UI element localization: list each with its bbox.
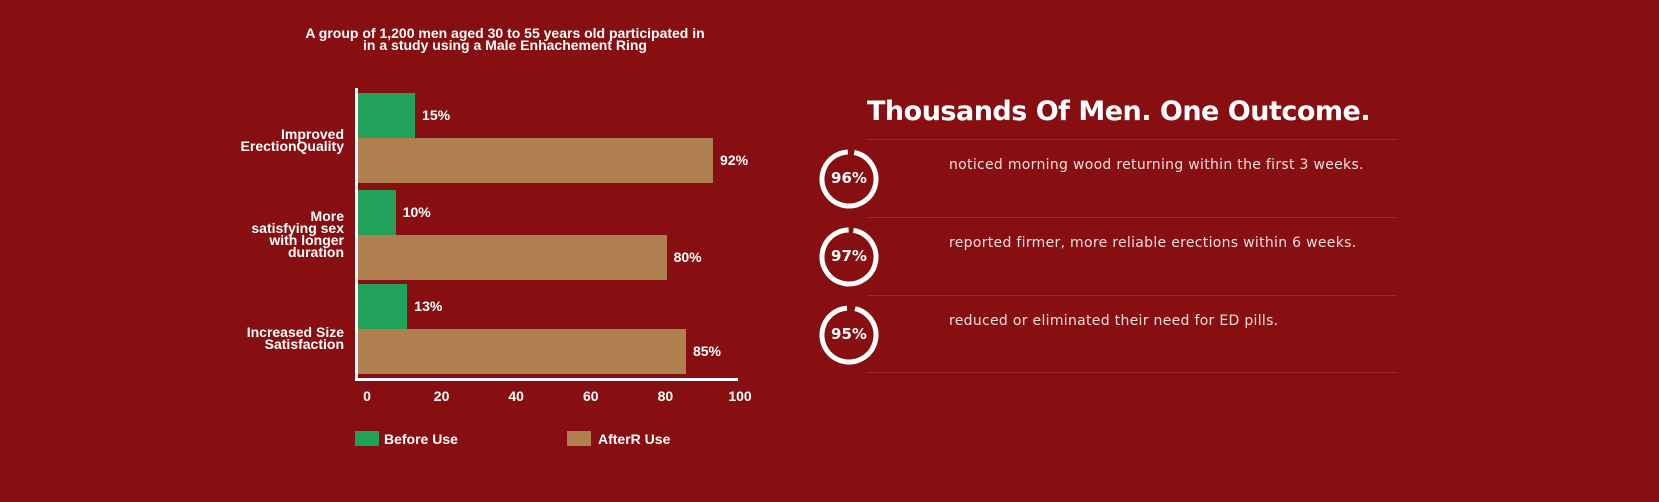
chart-title: A group of 1,200 men aged 30 to 55 years…	[290, 25, 720, 53]
divider	[867, 139, 1397, 140]
progress-ring: 96%	[817, 147, 881, 211]
bar-after-use	[357, 138, 714, 183]
bar-before-use	[357, 284, 408, 329]
divider	[867, 217, 1397, 218]
data-label: 13%	[414, 298, 443, 314]
bar-before-use	[357, 190, 396, 235]
stat-text: reduced or eliminated their need for ED …	[949, 313, 1279, 329]
category-label: Increased Size Satisfaction	[124, 324, 344, 352]
progress-ring: 95%	[817, 303, 881, 367]
divider	[867, 295, 1397, 296]
chart-title-line: in a study using a Male Enhachement Ring	[363, 37, 647, 53]
category-label-line: satisfying sex	[251, 220, 344, 236]
category-label-line: Increased Size	[246, 324, 344, 340]
stats-heading: Thousands Of Men. One Outcome.	[867, 96, 1371, 127]
stat-text: noticed morning wood returning within th…	[949, 157, 1364, 173]
chart-title-line: A group of 1,200 men aged 30 to 55 years…	[305, 25, 705, 41]
category-label-line: Satisfaction	[264, 336, 344, 352]
y-axis-line	[355, 88, 358, 381]
legend-label-before: Before Use	[384, 431, 458, 447]
x-tick-label: 60	[583, 388, 599, 404]
x-tick-label: 40	[508, 388, 524, 404]
data-label: 80%	[673, 249, 702, 265]
category-label-line: ErectionQuality	[240, 138, 344, 154]
x-tick-label: 20	[433, 388, 450, 404]
category-label-line: with longer	[269, 232, 344, 248]
data-label: 92%	[720, 152, 749, 168]
data-label: 85%	[692, 343, 721, 359]
bar-after-use	[357, 329, 686, 374]
divider	[867, 372, 1397, 373]
x-tick-label: 80	[657, 388, 674, 404]
category-label: More satisfying sex with longer duration	[124, 208, 344, 260]
stat-text: reported firmer, more reliable erections…	[949, 235, 1357, 251]
progress-ring: 97%	[817, 225, 881, 289]
x-tick-label: 0	[363, 388, 371, 404]
category-label-line: Improved	[280, 126, 344, 142]
data-label: 15%	[422, 107, 451, 123]
progress-ring-label: 97%	[831, 247, 867, 265]
bar-after-use	[357, 235, 667, 280]
legend-swatch-after	[567, 431, 591, 446]
progress-ring-label: 96%	[831, 169, 867, 187]
category-label-line: More	[310, 208, 344, 224]
data-label: 10%	[402, 204, 431, 220]
category-label: Improved ErectionQuality	[124, 126, 344, 154]
bar-before-use	[357, 93, 416, 138]
legend-swatch-before	[355, 431, 379, 446]
category-label-line: duration	[288, 244, 344, 260]
legend-label-after: AfterR Use	[598, 431, 671, 447]
x-tick-label: 100	[728, 388, 752, 404]
x-axis-line	[355, 378, 738, 381]
progress-ring-label: 95%	[831, 325, 867, 343]
